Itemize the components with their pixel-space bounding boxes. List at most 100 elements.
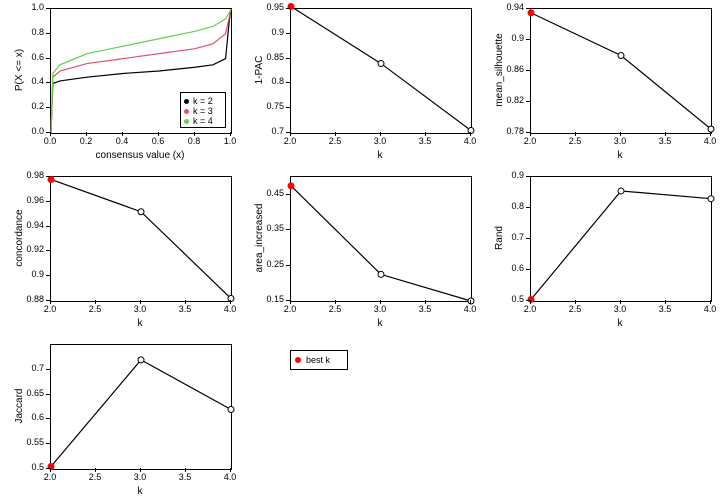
panel-ecdf: 0.00.20.40.60.81.00.00.20.40.60.81.0cons…: [0, 0, 240, 168]
y-tick: [46, 275, 50, 276]
y-tick-label: 0.96: [26, 195, 44, 205]
x-tick-label: 0.6: [146, 136, 170, 146]
x-tick-label: 4.0: [458, 136, 482, 146]
bestk-legend: best k: [290, 350, 348, 370]
legend-label: k = 4: [193, 116, 213, 126]
y-tick: [526, 269, 530, 270]
x-tick-label: 0.8: [182, 136, 206, 146]
y-tick: [286, 132, 290, 133]
y-tick-label: 0.8: [31, 27, 44, 37]
y-tick: [526, 132, 530, 133]
y-tick-label: 0.98: [26, 170, 44, 180]
point-marker-icon: [708, 196, 714, 202]
y-tick-label: 0.85: [266, 52, 284, 62]
panel-bestk_legend: best k: [240, 336, 480, 504]
metric-line: [291, 7, 471, 131]
plot-area: [290, 176, 472, 302]
y-tick-label: 0.7: [31, 363, 44, 373]
y-tick-label: 0.94: [506, 2, 524, 12]
x-tick-label: 3.0: [608, 136, 632, 146]
panel-rand: 2.02.53.03.54.00.50.60.70.80.9kRand: [480, 168, 720, 336]
x-tick-label: 3.5: [653, 304, 677, 314]
y-tick-label: 1.0: [31, 2, 44, 12]
y-tick: [286, 265, 290, 266]
y-tick: [286, 229, 290, 230]
best-k-marker-icon: [48, 176, 54, 182]
x-axis-label: k: [50, 486, 230, 497]
y-tick: [46, 250, 50, 251]
point-marker-icon: [228, 296, 234, 302]
y-tick-label: 0.6: [31, 52, 44, 62]
point-marker-icon: [378, 61, 384, 67]
y-tick-label: 0.78: [506, 126, 524, 136]
x-tick-label: 2.5: [563, 304, 587, 314]
legend-label: best k: [306, 355, 330, 365]
y-tick-label: 0.9: [511, 170, 524, 180]
x-tick-label: 3.5: [653, 136, 677, 146]
y-tick-label: 0.8: [271, 76, 284, 86]
y-tick: [46, 226, 50, 227]
x-axis-label: k: [290, 150, 470, 161]
x-tick-label: 4.0: [218, 472, 242, 482]
metric-line: [51, 179, 231, 298]
y-tick-label: 0.35: [266, 223, 284, 233]
legend-dot-icon: [184, 119, 189, 124]
x-axis-label: k: [530, 150, 710, 161]
y-tick-label: 0.7: [511, 232, 524, 242]
plot-svg: [531, 9, 711, 133]
figure-grid: 0.00.20.40.60.81.00.00.20.40.60.81.0cons…: [0, 0, 720, 504]
metric-line: [51, 360, 231, 467]
x-tick-label: 2.5: [83, 304, 107, 314]
x-tick-label: 0.4: [110, 136, 134, 146]
x-tick-label: 4.0: [698, 136, 720, 146]
y-tick: [46, 58, 50, 59]
x-tick-label: 2.0: [38, 304, 62, 314]
legend-entry: k = 3: [184, 106, 213, 116]
y-tick-label: 0.5: [511, 294, 524, 304]
y-tick: [526, 300, 530, 301]
y-tick-label: 0.65: [26, 388, 44, 398]
x-tick-label: 2.5: [323, 136, 347, 146]
legend-dot-icon: [295, 357, 301, 363]
x-tick-label: 2.0: [518, 304, 542, 314]
y-tick-label: 0.2: [31, 101, 44, 111]
y-tick-label: 0.82: [506, 95, 524, 105]
y-tick-label: 0.6: [511, 263, 524, 273]
point-marker-icon: [468, 128, 474, 134]
y-tick: [286, 33, 290, 34]
point-marker-icon: [618, 188, 624, 194]
x-tick-label: 3.0: [128, 472, 152, 482]
y-axis-label: 1-PAC: [254, 30, 265, 110]
x-axis-label: k: [50, 318, 230, 329]
legend-dot-icon: [184, 109, 189, 114]
y-tick-label: 0.7: [271, 126, 284, 136]
y-tick: [286, 82, 290, 83]
y-tick: [46, 468, 50, 469]
y-tick: [46, 201, 50, 202]
y-tick-label: 0.9: [271, 27, 284, 37]
y-tick-label: 0.55: [26, 437, 44, 447]
x-tick-label: 3.0: [128, 304, 152, 314]
y-tick-label: 0.5: [31, 462, 44, 472]
y-tick-label: 0.0: [31, 126, 44, 136]
legend-label: k = 3: [193, 106, 213, 116]
y-tick: [286, 8, 290, 9]
y-axis-label: area_increased: [254, 198, 265, 278]
panel-conc: 2.02.53.03.54.00.880.90.920.940.960.98kc…: [0, 168, 240, 336]
y-tick: [526, 207, 530, 208]
legend-dot-icon: [184, 99, 189, 104]
y-tick-label: 0.94: [26, 220, 44, 230]
y-tick: [46, 33, 50, 34]
y-tick: [526, 176, 530, 177]
x-tick-label: 0.0: [38, 136, 62, 146]
y-tick: [526, 70, 530, 71]
x-tick-label: 3.5: [173, 304, 197, 314]
x-tick-label: 3.0: [368, 304, 392, 314]
plot-area: [530, 8, 712, 134]
y-tick: [286, 194, 290, 195]
plot-area: [50, 344, 232, 470]
x-tick-label: 2.5: [323, 304, 347, 314]
x-axis-label: consensus value (x): [50, 150, 230, 161]
y-tick: [46, 107, 50, 108]
point-marker-icon: [618, 53, 624, 59]
